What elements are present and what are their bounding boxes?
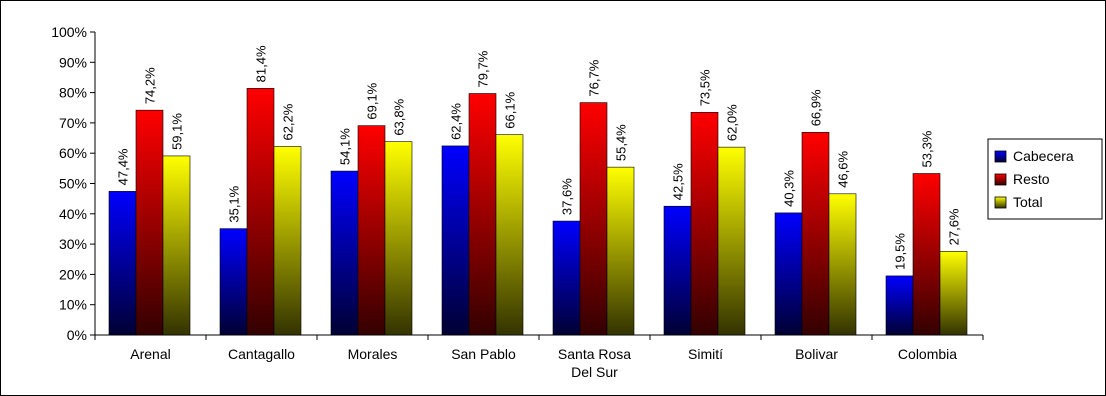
bar-total [384, 141, 413, 336]
bar-total [162, 155, 191, 336]
data-label: 59,1% [170, 113, 185, 150]
bar-resto [357, 125, 386, 336]
bar-cabecera [885, 275, 914, 336]
bar-total [828, 193, 857, 336]
bar-cabecera [441, 145, 470, 336]
y-tick-label: 90% [59, 54, 87, 70]
category-label: Morales [348, 346, 398, 362]
data-label: 40,3% [782, 170, 797, 207]
data-label: 37,6% [560, 178, 575, 215]
y-tick-label: 60% [59, 145, 87, 161]
data-label: 79,7% [476, 50, 491, 87]
data-label: 69,1% [365, 82, 380, 119]
y-tick-label: 10% [59, 297, 87, 313]
y-tick-label: 50% [59, 176, 87, 192]
data-label: 76,7% [587, 59, 602, 96]
legend-label: Total [1013, 194, 1043, 210]
bar-total [717, 146, 746, 336]
category-label: Cantagallo [228, 346, 295, 362]
y-tick-label: 20% [59, 266, 87, 282]
data-label: 35,1% [227, 185, 242, 222]
bar-cabecera [663, 205, 692, 336]
data-label: 53,3% [920, 130, 935, 167]
bar-total [495, 134, 524, 336]
bar-cabecera [219, 228, 248, 336]
bar-total [606, 166, 635, 336]
data-label: 27,6% [947, 208, 962, 245]
y-tick-label: 40% [59, 206, 87, 222]
bar-cabecera [774, 212, 803, 336]
legend-swatch [994, 196, 1007, 209]
bar-resto [801, 131, 830, 336]
category-label: Simití [688, 346, 723, 362]
bar-resto [690, 111, 719, 336]
bar-resto [246, 88, 275, 336]
legend-swatch [994, 150, 1007, 163]
y-tick-label: 0% [67, 327, 87, 343]
category-label: Arenal [130, 346, 170, 362]
data-label: 66,9% [809, 89, 824, 126]
data-label: 46,6% [836, 151, 851, 188]
bar-total [273, 146, 302, 336]
bar-resto [135, 109, 164, 336]
data-label: 63,8% [392, 98, 407, 135]
data-label: 47,4% [116, 148, 131, 185]
data-label: 74,2% [143, 67, 158, 104]
category-label: Santa Rosa [558, 346, 631, 362]
data-label: 54,1% [338, 128, 353, 165]
data-label: 42,5% [671, 163, 686, 200]
data-label: 55,4% [614, 124, 629, 161]
category-label: Del Sur [571, 364, 618, 380]
data-label: 66,1% [503, 91, 518, 128]
data-label: 81,4% [254, 45, 269, 82]
y-tick-label: 70% [59, 115, 87, 131]
data-label: 73,5% [698, 69, 713, 106]
category-label: Colombia [898, 346, 957, 362]
bar-cabecera [552, 220, 581, 336]
bar-cabecera [330, 170, 359, 336]
bar-resto [468, 93, 497, 336]
plot-area: 0% 10% 20% 30% 40% 50% 60% 70% 80% 90% 100% Arenal C… [51, 24, 984, 380]
legend-label: Cabecera [1013, 148, 1074, 164]
legend: Cabecera Resto Total [987, 138, 1103, 220]
category-label: Bolivar [795, 346, 838, 362]
y-tick-label: 100% [51, 24, 87, 40]
data-label: 62,4% [449, 103, 464, 140]
data-label: 62,2% [281, 103, 296, 140]
category-label: San Pablo [451, 346, 516, 362]
bar-total [939, 251, 968, 336]
bar-resto [912, 173, 941, 336]
data-label: 62,0% [725, 104, 740, 141]
legend-swatch [994, 173, 1007, 186]
data-label: 19,5% [893, 233, 908, 270]
y-tick-label: 30% [59, 236, 87, 252]
bar-cabecera [108, 191, 137, 336]
bar-resto [579, 102, 608, 336]
y-tick-label: 80% [59, 85, 87, 101]
legend-box [987, 138, 1103, 220]
legend-label: Resto [1013, 171, 1050, 187]
